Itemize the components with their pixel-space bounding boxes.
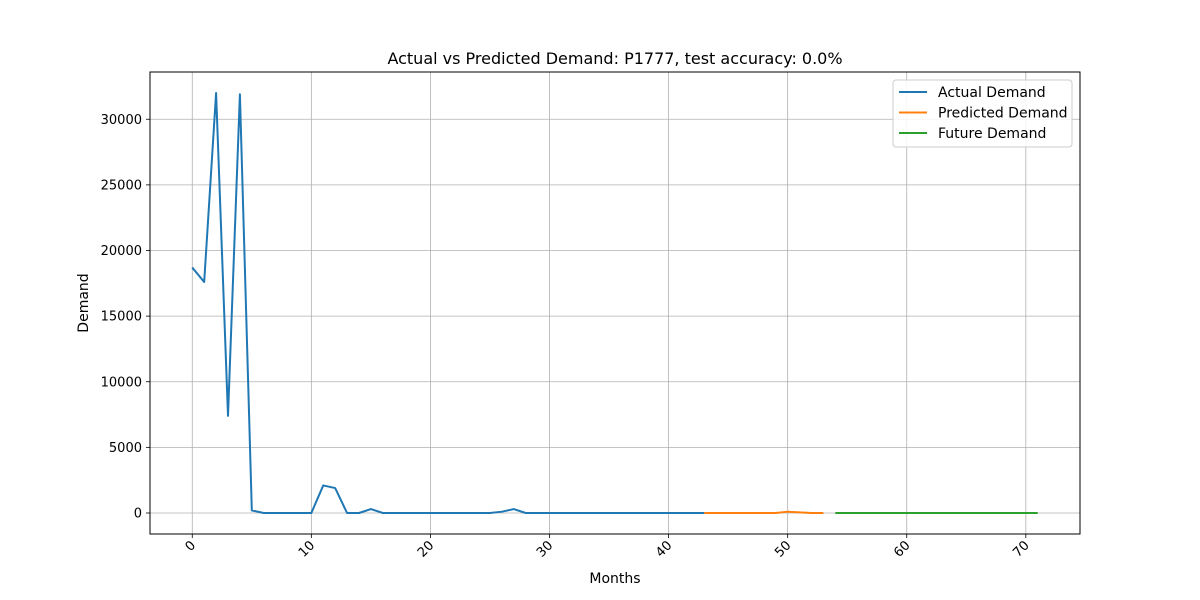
x-tick-label: 50 [772,538,794,560]
legend-label-predicted-demand: Predicted Demand [938,106,1068,122]
series-lines [191,92,1038,514]
legend-label-future-demand: Future Demand [938,126,1046,142]
y-tick-label: 15000 [101,310,142,325]
series-line-predicted-demand [704,510,824,514]
y-tick-label: 5000 [109,441,142,456]
legend-box [892,79,1073,148]
x-axis-label: Months [589,571,640,587]
legend: Actual Demand Predicted Demand Future Dema… [892,79,1073,148]
x-tick-label: 60 [891,538,913,560]
plot-area-frame [149,71,1081,535]
x-tick-label: 70 [1010,538,1032,560]
legend-label-actual-demand: Actual Demand [938,85,1046,101]
y-tick-label: 0 [134,507,142,522]
x-tick-label: 40 [653,538,675,560]
x-tick-label: 20 [415,538,437,560]
y-tick-label: 10000 [101,375,142,390]
x-tick-label: 10 [296,538,318,560]
y-axis-label: Demand [76,273,92,332]
y-tick-label: 20000 [101,244,142,259]
x-tick-label: 30 [534,538,556,560]
chart-title: Actual vs Predicted Demand: P1777, test … [387,49,842,68]
grid-lines [150,72,1080,534]
y-tick-label: 25000 [101,178,142,193]
y-tick-label: 30000 [101,113,142,128]
axis-ticks: 0 10 20 30 40 50 60 70 0 5000 10000 15000 20000 25000… [101,113,1033,561]
x-tick-label: 0 [183,538,199,554]
series-line-actual-demand [191,92,705,514]
